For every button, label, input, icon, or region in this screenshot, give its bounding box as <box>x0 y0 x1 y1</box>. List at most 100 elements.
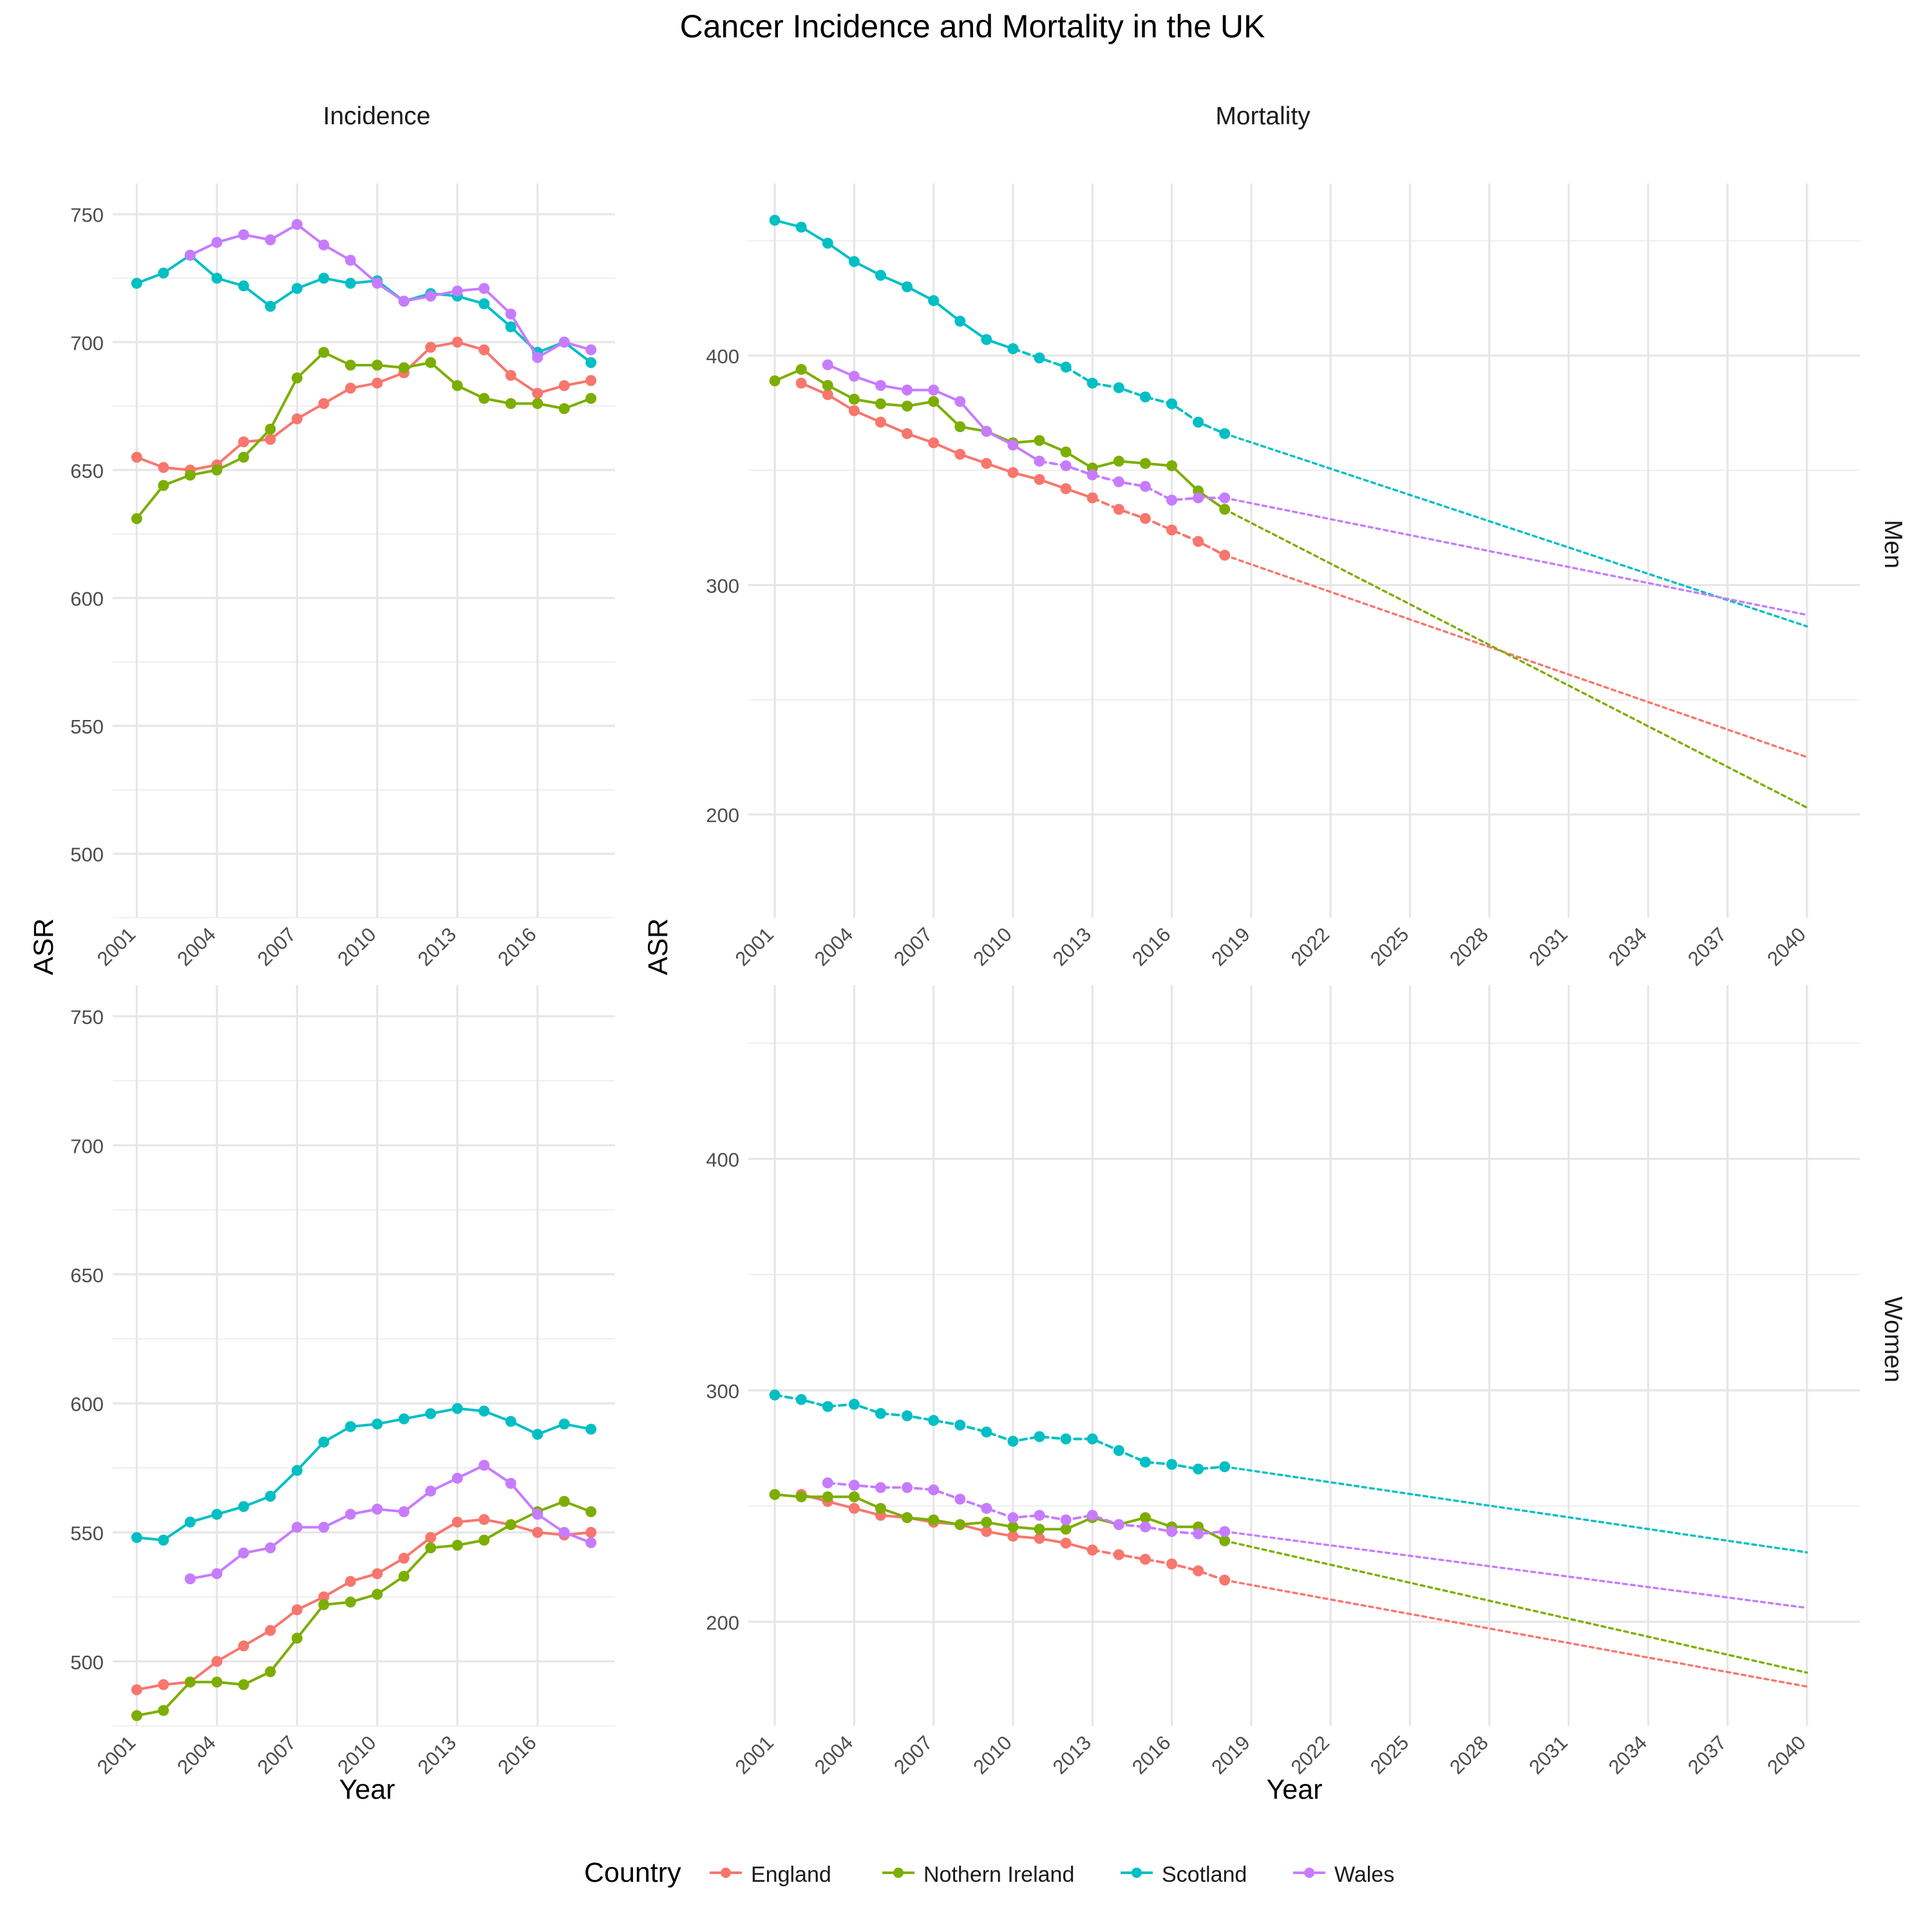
data-point <box>902 401 913 412</box>
data-point <box>822 238 833 249</box>
data-point <box>478 1534 490 1546</box>
data-point <box>558 336 570 348</box>
y-tick-label: 650 <box>70 460 104 482</box>
data-point <box>184 1573 196 1585</box>
data-point <box>1139 391 1151 402</box>
data-point <box>769 214 781 226</box>
data-point <box>1166 460 1178 471</box>
data-point <box>1193 417 1204 428</box>
data-point <box>1139 1521 1151 1533</box>
data-point <box>505 398 516 410</box>
data-point <box>291 219 303 231</box>
data-point <box>769 375 781 386</box>
data-point <box>372 1568 383 1580</box>
data-point <box>532 398 544 410</box>
data-point <box>981 1502 992 1514</box>
y-tick-label: 550 <box>70 1522 104 1544</box>
data-point <box>131 451 142 463</box>
data-point <box>1086 377 1098 389</box>
series-line-england <box>1223 554 1808 759</box>
data-point <box>902 1512 913 1524</box>
data-point <box>1034 1431 1045 1443</box>
y-tick-label: 650 <box>70 1264 104 1287</box>
data-point <box>398 362 410 374</box>
data-point <box>318 398 330 410</box>
data-point <box>875 398 886 410</box>
data-point <box>1060 1514 1072 1526</box>
data-point <box>1193 1463 1204 1475</box>
series-line-scotland <box>135 254 592 364</box>
data-point <box>822 380 833 391</box>
x-axis-title-left: Year <box>339 1774 395 1805</box>
data-point <box>981 1517 992 1528</box>
data-point <box>265 234 276 245</box>
data-point <box>265 423 276 435</box>
column-strip-mortality: Mortality <box>1215 102 1311 130</box>
data-point <box>451 285 463 297</box>
y-axis-title-left: ASR <box>28 918 59 975</box>
data-point <box>1166 1558 1178 1569</box>
data-point <box>795 1491 807 1502</box>
data-point <box>822 389 833 401</box>
data-point <box>875 1408 886 1419</box>
data-point <box>505 1416 516 1427</box>
data-point <box>478 1513 490 1525</box>
data-point <box>478 393 490 404</box>
data-point <box>318 239 330 251</box>
data-point <box>478 1405 490 1417</box>
data-point <box>769 1389 781 1401</box>
data-point <box>184 249 196 261</box>
data-point <box>451 1516 463 1528</box>
data-point <box>131 1710 142 1721</box>
series-line-scotland <box>1223 1465 1808 1554</box>
data-point <box>1060 483 1072 495</box>
data-point <box>558 403 570 415</box>
data-point <box>1113 1519 1124 1530</box>
data-point <box>954 1419 966 1431</box>
data-point <box>1086 469 1098 480</box>
data-point <box>928 384 940 396</box>
series-line-wales <box>1223 1530 1808 1609</box>
data-point <box>158 1534 169 1546</box>
data-point <box>398 1553 410 1564</box>
data-point <box>1139 1512 1151 1524</box>
data-point <box>558 380 570 392</box>
data-point <box>398 1506 410 1517</box>
data-point <box>398 1571 410 1582</box>
series-line-nothern-ireland <box>1223 1539 1808 1674</box>
legend-title: Country <box>584 1857 681 1888</box>
series-line-wales <box>189 223 592 359</box>
data-point <box>1034 435 1045 446</box>
data-point <box>928 437 940 449</box>
data-point <box>954 421 966 433</box>
legend-label-scotland: Scotland <box>1162 1862 1247 1887</box>
series-line-england <box>1223 1578 1808 1688</box>
data-point <box>822 1477 833 1489</box>
data-point <box>1007 1521 1019 1533</box>
data-point <box>1193 492 1204 504</box>
data-point <box>291 1464 303 1476</box>
data-point <box>318 1436 330 1448</box>
data-point <box>981 1526 992 1537</box>
data-point <box>265 1625 276 1636</box>
data-point <box>398 296 410 307</box>
data-point <box>585 357 597 368</box>
data-point <box>211 1676 223 1688</box>
data-point <box>1113 1549 1124 1560</box>
data-point <box>451 336 463 348</box>
data-point <box>345 1508 356 1520</box>
data-point <box>822 1401 833 1412</box>
data-point <box>425 1485 437 1497</box>
y-tick-label: 200 <box>706 1611 739 1634</box>
data-point <box>131 513 142 524</box>
data-point <box>478 1459 490 1471</box>
data-point <box>265 301 276 312</box>
row-strip-men: Men <box>1879 520 1907 569</box>
data-point <box>954 448 966 460</box>
data-point <box>238 1679 249 1690</box>
data-point <box>1139 1553 1151 1565</box>
data-point <box>954 1519 966 1530</box>
data-point <box>372 1589 383 1600</box>
data-point <box>795 377 807 389</box>
